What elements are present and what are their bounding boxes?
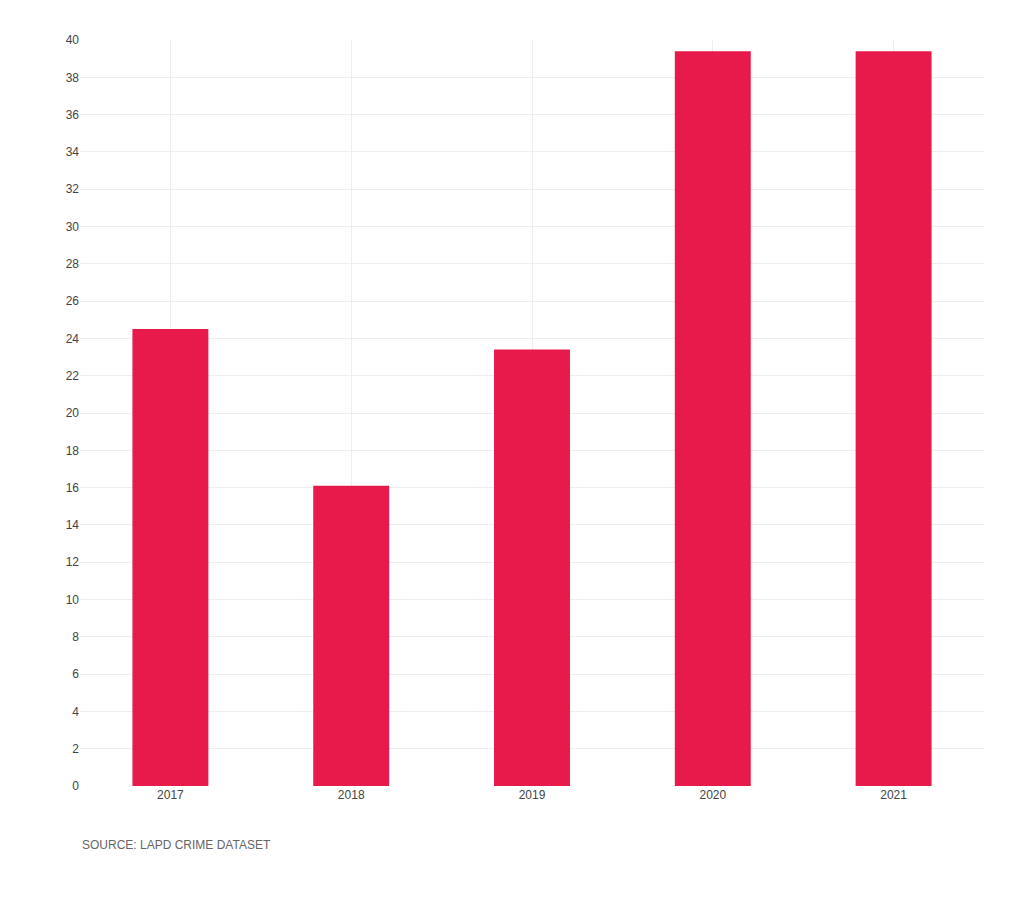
svg-text:2021: 2021 (880, 788, 907, 802)
svg-text:2018: 2018 (338, 788, 365, 802)
svg-text:2019: 2019 (519, 788, 546, 802)
svg-text:16: 16 (66, 481, 80, 495)
svg-text:26: 26 (66, 294, 80, 308)
svg-text:0: 0 (72, 779, 79, 793)
svg-text:32: 32 (66, 182, 80, 196)
svg-text:12: 12 (66, 555, 80, 569)
svg-text:6: 6 (72, 667, 79, 681)
svg-text:34: 34 (66, 145, 80, 159)
svg-text:30: 30 (66, 220, 80, 234)
svg-text:8: 8 (72, 630, 79, 644)
svg-text:2: 2 (72, 742, 79, 756)
svg-text:14: 14 (66, 518, 80, 532)
svg-text:SOURCE: LAPD CRIME DATASET: SOURCE: LAPD CRIME DATASET (82, 838, 271, 852)
svg-text:40: 40 (66, 33, 80, 47)
svg-text:36: 36 (66, 108, 80, 122)
svg-text:4: 4 (72, 705, 79, 719)
svg-text:38: 38 (66, 71, 80, 85)
svg-text:28: 28 (66, 257, 80, 271)
svg-text:22: 22 (66, 369, 80, 383)
svg-text:2017: 2017 (157, 788, 184, 802)
svg-text:2020: 2020 (699, 788, 726, 802)
svg-text:10: 10 (66, 593, 80, 607)
svg-text:20: 20 (66, 406, 80, 420)
svg-text:18: 18 (66, 444, 80, 458)
svg-text:24: 24 (66, 332, 80, 346)
